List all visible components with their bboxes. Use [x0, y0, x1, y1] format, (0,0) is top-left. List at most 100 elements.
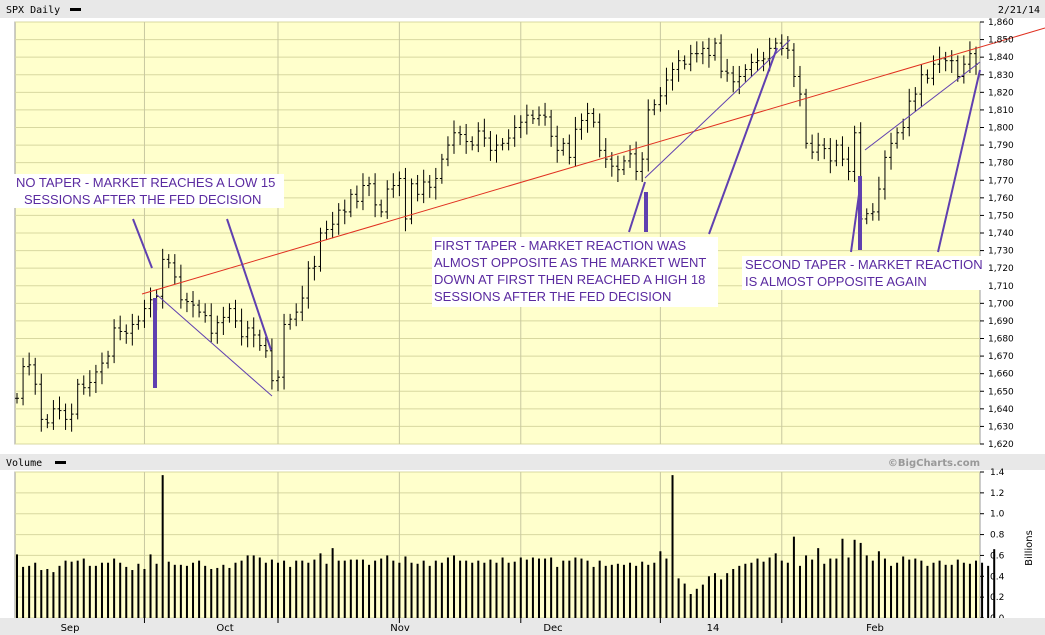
price-bar [148, 287, 153, 318]
price-bar [63, 403, 68, 430]
price-bar [591, 108, 596, 128]
volume-bar [52, 572, 55, 618]
volume-bar [562, 560, 565, 618]
price-bar [512, 115, 517, 147]
price-tick-label: 1,820 [988, 88, 1014, 98]
annotation-no-taper-line-1: NO TAPER - MARKET REACHES A LOW 15 [16, 175, 276, 190]
volume-bar [707, 576, 710, 618]
price-bar [725, 58, 730, 82]
volume-bar [107, 562, 110, 618]
price-tick-label: 1,790 [988, 141, 1014, 151]
price-bar [597, 113, 602, 158]
volume-bar [701, 584, 704, 618]
volume-bar [28, 565, 31, 618]
volume-bar [119, 562, 122, 618]
volume-bar [981, 562, 984, 618]
volume-bar [216, 567, 219, 618]
volume-bar [586, 560, 589, 618]
price-bar [840, 136, 845, 167]
price-tick-label: 1,720 [988, 264, 1014, 274]
volume-bar [252, 555, 255, 618]
price-bar [191, 291, 196, 318]
annotation-no-taper: NO TAPER - MARKET REACHES A LOW 15 SESSI… [14, 174, 284, 208]
price-bar [136, 315, 141, 330]
price-bar [919, 64, 924, 107]
volume-bar [137, 563, 140, 618]
pointer-1b [226, 218, 272, 351]
volume-bar [677, 578, 680, 618]
volume-bar [428, 565, 431, 618]
price-bar [524, 104, 529, 135]
month-label: Nov [390, 623, 410, 634]
volume-bar [82, 558, 85, 618]
volume-bar [950, 564, 953, 618]
volume-bar [823, 563, 826, 618]
price-bar [913, 87, 918, 112]
volume-bar [774, 553, 777, 618]
price-bar [961, 55, 966, 84]
price-bar [901, 118, 906, 140]
price-bar [494, 134, 499, 163]
price-bar [360, 173, 365, 211]
annotation-first-taper: FIRST TAPER - MARKET REACTION WAS ALMOST… [432, 237, 718, 307]
price-bar [342, 199, 347, 225]
volume-bar [568, 560, 571, 618]
price-bar [779, 34, 784, 56]
volume-bar [307, 562, 310, 618]
volume-bar [890, 565, 893, 618]
pointer-3a [850, 179, 862, 253]
volume-bar [46, 568, 49, 618]
price-bar [506, 129, 511, 151]
month-label: Dec [543, 623, 562, 634]
price-bar [251, 317, 256, 348]
price-tick-label: 1,670 [988, 352, 1014, 362]
price-bar [433, 167, 438, 200]
price-bar [731, 65, 736, 93]
price-bar [573, 116, 578, 167]
volume-bar [768, 557, 771, 618]
price-bar [925, 69, 930, 84]
volume-bar [198, 560, 201, 618]
price-bar [336, 203, 341, 235]
pointer-2a [628, 181, 646, 233]
price-bar [682, 55, 687, 70]
volume-bar [665, 558, 668, 618]
price-bar [221, 306, 226, 335]
price-bar [579, 113, 584, 140]
volume-bar [792, 536, 795, 618]
price-tick-label: 1,750 [988, 211, 1014, 221]
volume-bar [210, 568, 213, 618]
volume-bar [683, 583, 686, 618]
rally-line [644, 39, 791, 179]
price-bar [949, 50, 954, 73]
volume-bar [908, 559, 911, 618]
volume-bar [896, 562, 899, 618]
price-bar [810, 134, 815, 160]
volume-bar [859, 542, 862, 618]
volume-bar [276, 562, 279, 618]
price-bar [391, 173, 396, 198]
price-bar [397, 171, 402, 197]
volume-bar [987, 565, 990, 618]
volume-bar [374, 560, 377, 618]
annotation-first-taper-line-1: FIRST TAPER - MARKET REACTION WAS [434, 238, 687, 253]
price-bar [670, 62, 675, 91]
decline-line [155, 293, 273, 397]
header-bar [0, 0, 1045, 18]
volume-bar [841, 538, 844, 618]
volume-bar [422, 560, 425, 618]
volume-bar [167, 561, 170, 618]
price-bar [294, 303, 299, 327]
volume-bar [550, 557, 553, 618]
volume-bar [392, 560, 395, 618]
price-bar [312, 255, 317, 281]
price-bar [324, 220, 329, 241]
volume-bar [574, 557, 577, 618]
volume-bar [143, 568, 146, 618]
price-tick-label: 1,710 [988, 282, 1014, 292]
volume-bar [507, 562, 510, 618]
volume-bar [871, 560, 874, 618]
volume-bar [531, 557, 534, 618]
price-bar [828, 138, 833, 174]
